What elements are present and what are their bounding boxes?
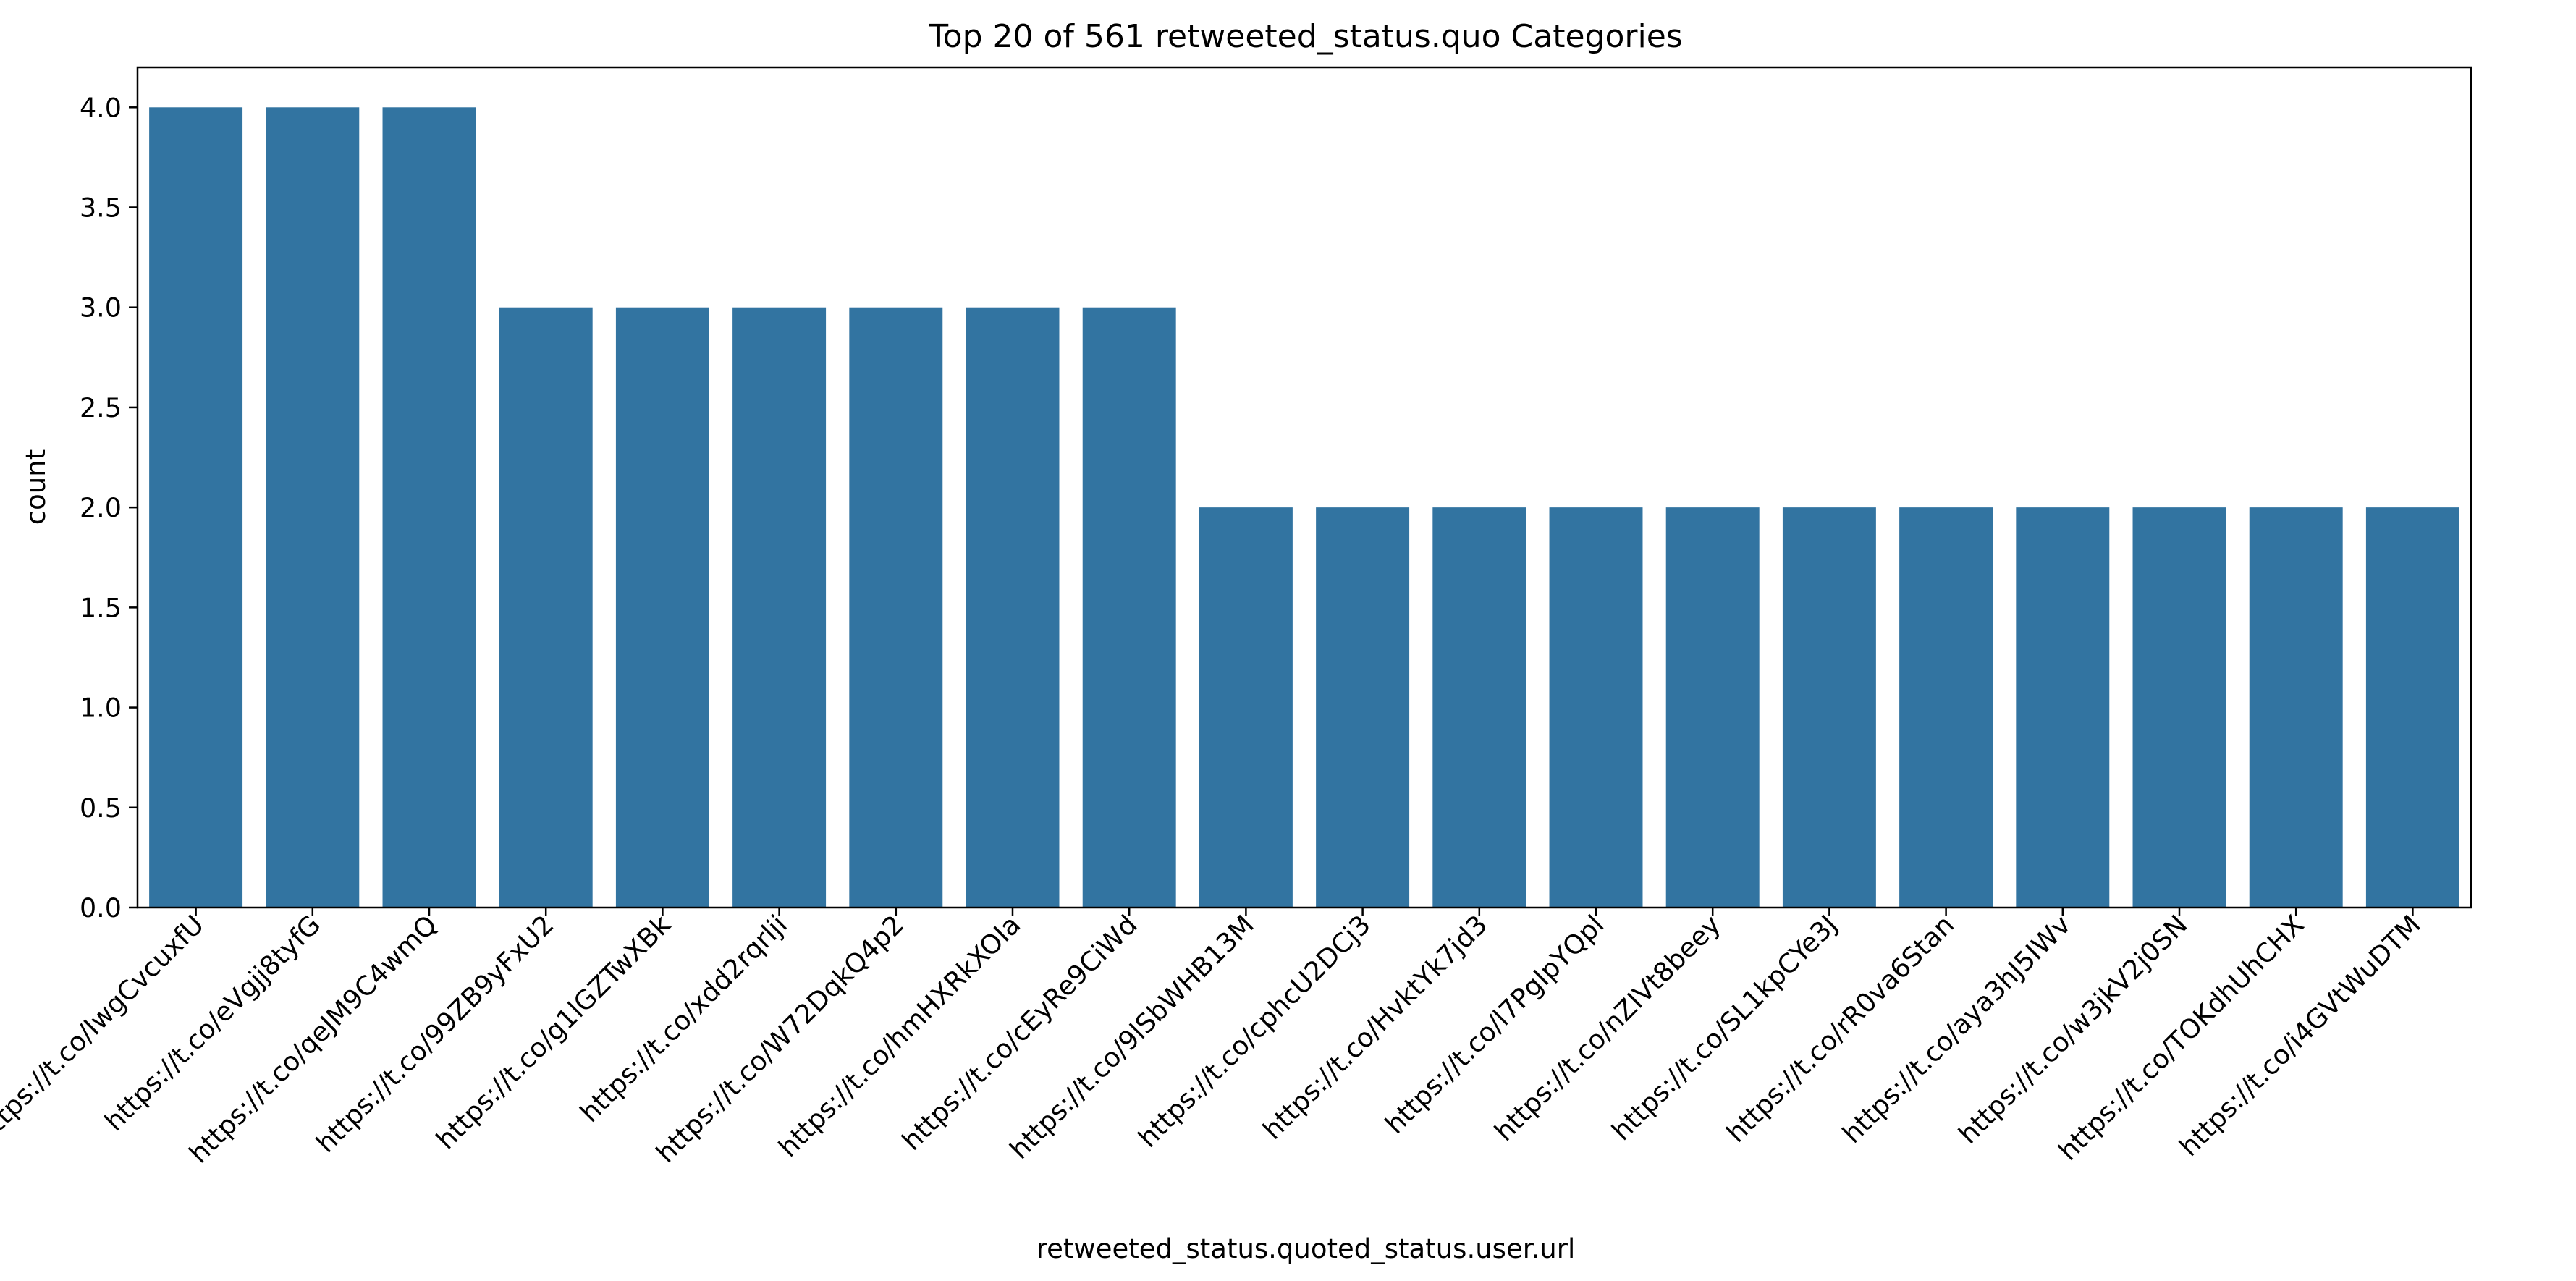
y-tick-label: 1.5 — [80, 592, 122, 623]
x-tick-label: https://t.co/TOKdhUhCHX — [2053, 909, 2310, 1167]
bar-14 — [1665, 507, 1760, 908]
x-tick-label: https://t.co/qeJM9C4wmQ — [183, 909, 443, 1169]
y-axis-label: count — [20, 449, 51, 525]
x-tick-label: https://t.co/xdd2rqrlji — [574, 909, 793, 1128]
x-tick-label: https://t.co/W72DqkQ4p2 — [650, 909, 910, 1169]
x-tick-label: https://t.co/aya3hJ5IWv — [1836, 909, 2077, 1149]
bar-1 — [149, 107, 243, 908]
bar-4 — [499, 307, 593, 908]
x-tick-label: https://t.co/9lSbWHB13M — [1004, 909, 1260, 1165]
x-tick-label: https://t.co/HvktYk7jd3 — [1257, 909, 1493, 1146]
x-tick-label: https://t.co/eVgjj8tyfG — [98, 909, 326, 1137]
bar-19 — [2249, 507, 2343, 908]
bar-12 — [1432, 507, 1526, 908]
x-tick-label: https://t.co/i4GVtWuDTM — [2174, 909, 2427, 1162]
x-tick-label: https://t.co/SL1kpCYe3J — [1606, 909, 1844, 1146]
x-tick-label: https://t.co/hmHXRkXOIa — [772, 909, 1026, 1163]
bars-layer — [149, 107, 2459, 908]
x-tick-label: https://t.co/l7PgIpYQpl — [1379, 909, 1610, 1140]
y-tick-label: 0.0 — [80, 892, 122, 923]
bar-2 — [266, 107, 360, 908]
bar-20 — [2365, 507, 2459, 908]
plot-frame — [136, 66, 2472, 909]
bar-10 — [1199, 507, 1293, 908]
bar-17 — [2016, 507, 2110, 908]
x-tick-label: https://t.co/w3jkV2j0SN — [1952, 909, 2193, 1150]
bar-15 — [1782, 507, 1876, 908]
x-tick-label: https://t.co/g1lGZTwXBk — [430, 908, 677, 1155]
x-axis: https://t.co/IwgCvcuxfUhttps://t.co/eVgj… — [0, 908, 2427, 1169]
x-tick-label: https://t.co/cEyRe9CiWd — [896, 909, 1144, 1157]
bar-11 — [1316, 507, 1410, 908]
x-axis-label: retweeted_status.quoted_status.user.url — [1036, 1233, 1575, 1264]
x-tick-label: https://t.co/cphcU2DCj3 — [1132, 909, 1377, 1154]
y-axis: 0.0 0.5 1.0 1.5 2.0 2.5 3.0 3.5 4.0 — [80, 92, 138, 923]
y-tick-label: 2.0 — [80, 492, 122, 523]
chart-title: Top 20 of 561 retweeted_status.quo Categ… — [928, 18, 1682, 55]
y-tick-label: 0.5 — [80, 792, 122, 824]
bar-7 — [849, 307, 943, 908]
bar-16 — [1899, 507, 1993, 908]
y-tick-label: 4.0 — [80, 92, 122, 123]
bar-6 — [732, 307, 827, 908]
bar-18 — [2132, 507, 2226, 908]
bar-9 — [1082, 307, 1176, 908]
bar-13 — [1549, 507, 1643, 908]
y-tick-label: 3.5 — [80, 193, 122, 224]
bar-3 — [382, 107, 476, 908]
bar-5 — [615, 307, 709, 908]
x-tick-label: https://t.co/rR0va6Stan — [1720, 909, 1960, 1149]
y-tick-label: 1.0 — [80, 693, 122, 724]
x-tick-label: https://t.co/nZIVt8beey — [1488, 909, 1726, 1147]
y-tick-label: 3.0 — [80, 292, 122, 324]
bar-8 — [966, 307, 1060, 908]
x-tick-label: https://t.co/99ZB9yFxU2 — [310, 909, 559, 1159]
y-tick-label: 2.5 — [80, 392, 122, 423]
